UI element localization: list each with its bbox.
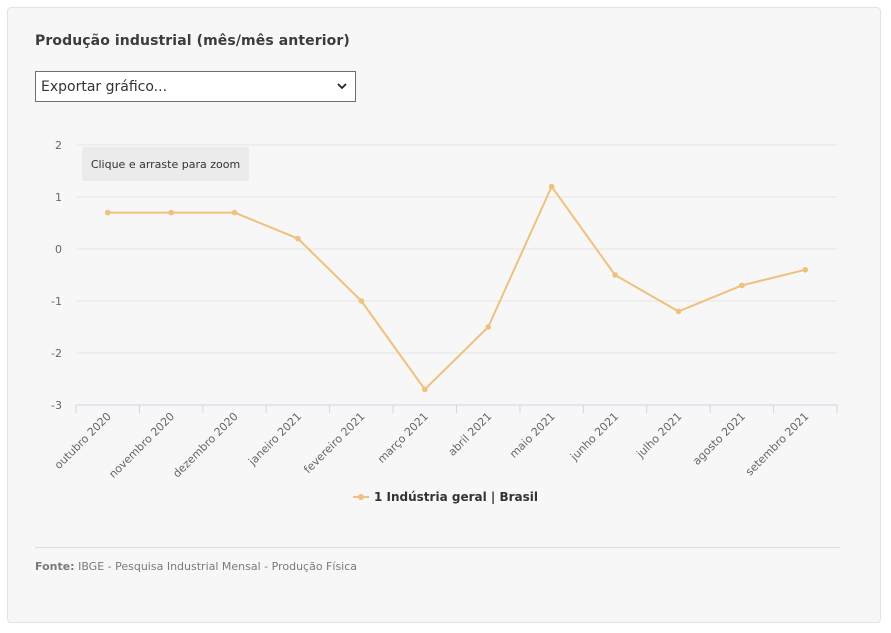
y-tick-label: 0	[55, 243, 62, 256]
y-tick-label: -3	[51, 399, 62, 412]
data-point	[612, 272, 618, 278]
x-tick-label: fevereiro 2021	[301, 410, 367, 476]
chevron-down-icon	[337, 83, 347, 90]
x-tick-label: junho 2021	[567, 410, 621, 464]
export-chart-select[interactable]: Exportar gráfico...	[35, 71, 356, 102]
x-tick-label: dezembro 2020	[170, 410, 240, 480]
source-label: Fonte:	[35, 560, 75, 573]
data-point	[485, 324, 492, 330]
x-tick-label: janeiro 2021	[245, 410, 304, 469]
y-tick-label: 1	[55, 191, 62, 204]
data-point	[739, 282, 745, 289]
source-text: IBGE - Pesquisa Industrial Mensal - Prod…	[78, 560, 358, 573]
data-point	[548, 183, 555, 190]
data-point	[421, 386, 428, 393]
data-point	[358, 298, 365, 304]
chart-title: Produção industrial (mês/mês anterior)	[35, 33, 350, 49]
y-tick-label: -2	[51, 347, 62, 360]
data-point	[168, 209, 174, 216]
legend-item-industria-geral[interactable]: 1 Indústria geral | Brasil	[353, 490, 538, 504]
data-point	[802, 267, 809, 273]
x-tick-label: março 2021	[375, 410, 431, 466]
source-note: Fonte: IBGE - Pesquisa Industrial Mensal…	[35, 560, 357, 573]
y-tick-label: -1	[51, 295, 62, 308]
grid-lines	[76, 144, 837, 354]
x-tick-label: julho 2021	[633, 410, 684, 461]
data-point	[231, 209, 238, 216]
legend-label: 1 Indústria geral | Brasil	[374, 490, 538, 504]
data-point	[675, 308, 682, 315]
x-tick-label: agosto 2021	[690, 410, 748, 468]
x-tick-label: maio 2021	[507, 410, 558, 461]
x-tick-label: abril 2021	[446, 410, 495, 459]
zoom-hint: Clique e arraste para zoom	[82, 147, 249, 181]
series-line	[107, 185, 806, 391]
data-point	[104, 209, 111, 216]
y-axis-tick-labels: 2 1 0 -1 -2 -3	[51, 139, 62, 412]
divider	[35, 547, 840, 548]
x-tick-label: setembro 2021	[743, 410, 811, 478]
x-tick-label: outubro 2020	[52, 410, 114, 472]
export-select-label: Exportar gráfico...	[41, 78, 168, 95]
series-industria-geral	[104, 183, 809, 393]
x-tick-label: novembro 2020	[106, 410, 177, 481]
legend-marker-icon	[353, 494, 369, 500]
x-axis	[75, 404, 838, 413]
chart-card	[7, 7, 881, 623]
y-tick-label: 2	[55, 139, 62, 152]
data-point	[295, 235, 301, 242]
